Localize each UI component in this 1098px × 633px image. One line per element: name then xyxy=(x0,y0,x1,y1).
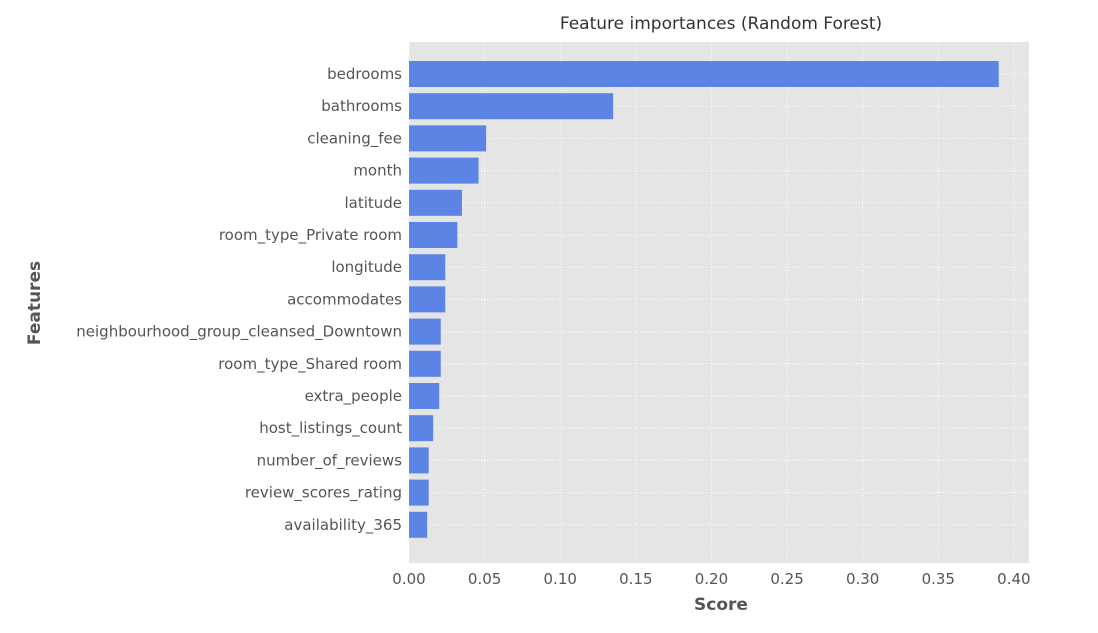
bar xyxy=(409,222,458,248)
y-tick-label: extra_people xyxy=(305,387,402,406)
y-tick-label: latitude xyxy=(344,194,402,212)
x-tick-labels: 0.00 0.05 0.10 0.15 0.20 0.25 0.30 0.35 0.40 xyxy=(392,570,1030,588)
y-tick-label: number_of_reviews xyxy=(257,451,403,470)
x-tick-label: 0.15 xyxy=(619,570,652,588)
x-tick-label: 0.30 xyxy=(846,570,879,588)
y-tick-label: neighbourhood_group_cleansed_Downtown xyxy=(76,323,402,342)
bar xyxy=(409,254,446,281)
bar xyxy=(409,511,428,538)
x-axis-label: Score xyxy=(694,595,748,615)
y-tick-label: accommodates xyxy=(287,290,402,308)
bar xyxy=(409,93,614,120)
bar xyxy=(409,383,440,409)
x-tick-label: 0.20 xyxy=(695,570,728,588)
y-axis-label: Features xyxy=(25,261,45,345)
bar xyxy=(409,125,487,152)
y-tick-label: review_scores_rating xyxy=(245,484,402,503)
x-tick-label: 0.00 xyxy=(392,570,425,588)
bar xyxy=(409,318,441,345)
bar xyxy=(409,350,441,377)
bar xyxy=(409,286,446,313)
y-tick-label: bathrooms xyxy=(321,97,402,115)
plot-background xyxy=(409,42,1029,563)
x-tick-label: 0.05 xyxy=(468,570,501,588)
bar xyxy=(409,415,434,442)
bar xyxy=(409,157,479,184)
bar xyxy=(409,189,462,216)
chart-title: Feature importances (Random Forest) xyxy=(560,14,882,34)
y-tick-label: room_type_Shared room xyxy=(218,355,402,374)
y-tick-label: bedrooms xyxy=(327,65,402,83)
x-tick-label: 0.10 xyxy=(544,570,577,588)
y-tick-label: month xyxy=(353,162,402,180)
y-tick-label: host_listings_count xyxy=(259,419,402,438)
x-tick-label: 0.25 xyxy=(770,570,803,588)
y-tick-label: cleaning_fee xyxy=(307,129,402,148)
x-tick-label: 0.35 xyxy=(922,570,955,588)
x-tick-label: 0.40 xyxy=(997,570,1030,588)
bar xyxy=(409,479,429,506)
bar xyxy=(409,61,999,87)
y-tick-label: longitude xyxy=(331,258,402,276)
y-tick-label: availability_365 xyxy=(284,516,402,535)
bars xyxy=(409,61,999,538)
bar xyxy=(409,447,429,474)
y-tick-label: room_type_Private room xyxy=(219,226,402,245)
grid-lines xyxy=(408,42,1029,563)
